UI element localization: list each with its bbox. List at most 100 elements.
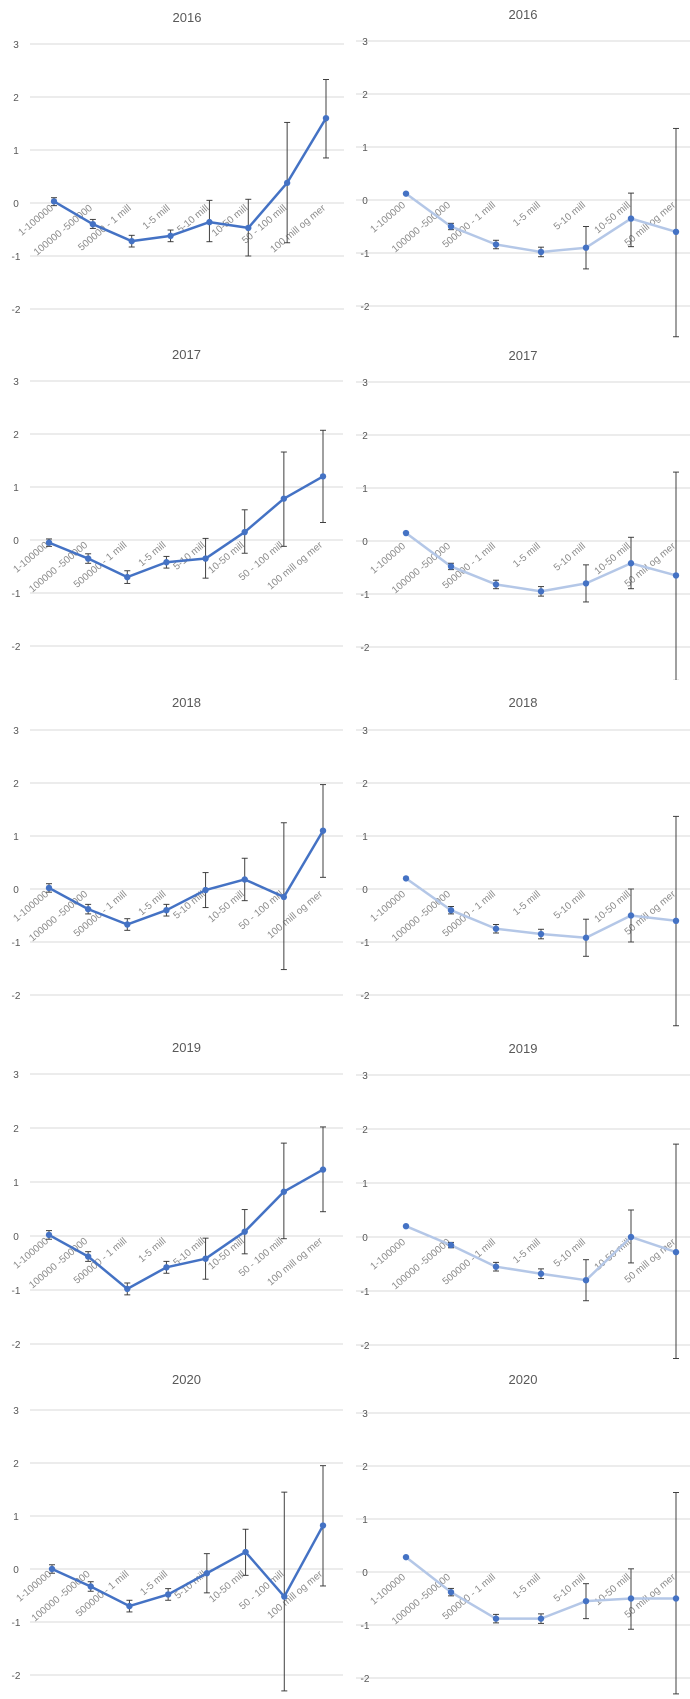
y-tick-label: -2: [361, 991, 370, 1002]
data-point: [163, 1264, 170, 1271]
chart-panel-2017-light: 3 2 1 0 -1 -2 2017 1-100000 100000 -500000 500000…: [0, 340, 690, 680]
data-point: [124, 921, 131, 928]
y-tick-label: 1: [13, 483, 19, 494]
chart-panel-2016-dark: 3 2 1 0 -1 -2 2016 1-100000 100000 -500000 500000…: [0, 0, 690, 340]
data-point: [124, 1285, 131, 1293]
chart-title: 2016: [173, 10, 202, 25]
y-tick-label: 0: [13, 1232, 19, 1243]
data-point: [402, 875, 410, 882]
data-point: [447, 223, 455, 230]
data-point: [280, 893, 288, 901]
data-point: [537, 588, 545, 595]
data-point: [582, 244, 590, 251]
y-tick-label: 3: [13, 726, 19, 737]
data-point: [45, 884, 53, 892]
data-point: [241, 1228, 248, 1235]
y-tick-label: -2: [12, 305, 21, 316]
data-point: [492, 1615, 500, 1622]
data-point: [537, 248, 545, 256]
data-point: [280, 495, 288, 502]
x-tick-label: 1-100000: [368, 1237, 408, 1273]
x-tick-label: 1-100000: [368, 889, 408, 925]
data-point: [241, 876, 248, 883]
y-tick-label: -1: [361, 1287, 370, 1298]
y-tick-label: 0: [13, 1565, 19, 1576]
y-tick-label: -1: [12, 938, 21, 949]
y-tick-label: 3: [13, 40, 19, 51]
data-point: [281, 1593, 288, 1600]
data-point: [672, 572, 680, 579]
chart-title: 2019: [509, 1041, 538, 1056]
y-tick-label: 3: [362, 378, 368, 389]
y-tick-label: 2: [13, 1124, 19, 1135]
chart-title: 2016: [509, 7, 538, 22]
data-point: [280, 1188, 288, 1195]
chart-panel-2020-dark: 3 2 1 0 -1 -2 2020 1-100000 100000 -500000 500000…: [0, 1362, 690, 1699]
data-point: [492, 241, 500, 248]
chart-title: 2019: [172, 1040, 201, 1055]
x-tick-label: 5-10 mill: [552, 1237, 588, 1270]
y-tick-label: -2: [12, 991, 21, 1002]
chart-panel-2020-light: 3 2 1 0 -1 -2 2020 1-100000 100000 -500000 500000…: [0, 1362, 690, 1699]
y-tick-label: 1: [13, 832, 19, 843]
data-point: [582, 580, 590, 587]
chart-title: 2018: [509, 695, 538, 710]
data-point: [319, 473, 327, 480]
x-tick-label: 10-50 mill: [593, 1572, 633, 1608]
y-tick-label: -1: [361, 249, 370, 260]
y-tick-label: 0: [362, 196, 368, 207]
y-tick-label: 2: [362, 1125, 368, 1136]
y-tick-label: 2: [13, 430, 19, 441]
chart-title: 2017: [509, 348, 538, 363]
x-tick-label: 10-50 mill: [593, 889, 633, 925]
y-tick-label: -1: [361, 1621, 370, 1632]
data-point: [447, 1241, 455, 1249]
y-tick-label: -1: [361, 938, 370, 949]
y-tick-label: -1: [12, 1286, 21, 1297]
data-point: [672, 1248, 680, 1256]
data-point: [672, 1595, 680, 1602]
data-point: [126, 1602, 133, 1610]
data-point: [402, 1223, 410, 1230]
y-tick-label: -2: [12, 1340, 21, 1351]
y-tick-label: 0: [362, 1568, 368, 1579]
data-point: [627, 1595, 635, 1602]
series-line: [48, 830, 325, 926]
data-point: [202, 555, 209, 562]
series-line: [51, 1524, 325, 1608]
data-point: [537, 1270, 545, 1277]
data-point: [447, 563, 455, 570]
y-tick-label: 1: [13, 1512, 19, 1523]
y-tick-label: -2: [12, 1671, 21, 1682]
y-tick-label: -1: [12, 589, 21, 600]
y-tick-label: 0: [362, 537, 368, 548]
y-tick-label: 3: [13, 1070, 19, 1081]
y-tick-label: 0: [13, 885, 19, 896]
data-point: [241, 528, 248, 536]
data-point: [319, 1522, 327, 1529]
data-point: [84, 905, 92, 913]
x-tick-label: 1-5 mill: [511, 889, 543, 918]
data-point: [322, 115, 330, 122]
chart-panel-2018-light: 3 2 1 0 -1 -2 2018 1-100000 100000 -500000 500000…: [0, 685, 690, 1030]
y-tick-label: 3: [362, 1409, 368, 1420]
x-tick-label: 1-5 mill: [511, 541, 543, 570]
data-point: [202, 1255, 209, 1262]
y-tick-label: 0: [13, 536, 19, 547]
y-tick-label: 0: [362, 1233, 368, 1244]
chart-panel-2018-dark: 3 2 1 0 -1 -2 2018 1-100000 100000 -500000 500000…: [0, 685, 690, 1030]
data-point: [402, 1553, 410, 1561]
data-point: [627, 215, 635, 222]
chart-panel-2019-light: 3 2 1 0 -1 -2 2019 1-100000 100000 -500000 500000…: [0, 1030, 690, 1375]
y-tick-label: 3: [13, 1406, 19, 1417]
chart-panel-2017-dark: 3 2 1 0 -1 -2 2017 1-100000 100000 -500000 500000…: [0, 340, 690, 680]
data-point: [202, 886, 209, 894]
y-tick-label: 2: [362, 1462, 368, 1473]
x-tick-label: 1-100000: [368, 541, 408, 577]
